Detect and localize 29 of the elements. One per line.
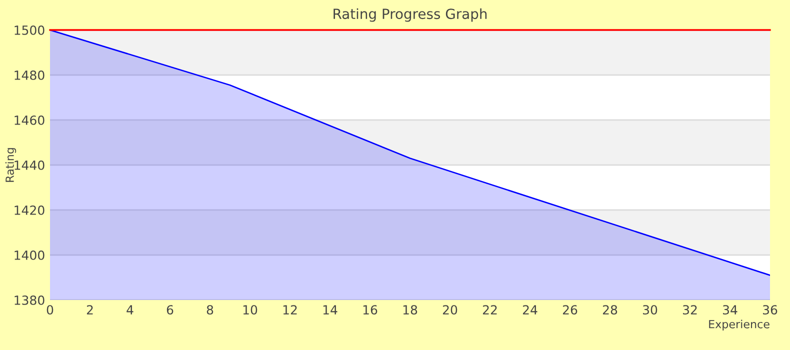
y-tick-label: 1480 [14,70,44,80]
y-tick-label: 1500 [14,25,44,35]
x-tick-label: 8 [206,305,214,315]
x-tick-label: 18 [403,305,418,315]
y-tick-label: 1440 [14,160,44,170]
y-axis-title: Rating [5,148,16,182]
x-tick-label: 6 [166,305,174,315]
x-tick-label: 14 [323,305,338,314]
x-tick-label: 22 [482,305,497,314]
x-tick-label: 32 [683,305,697,315]
y-tick-label: 1380 [14,295,44,305]
chart-title: Rating Progress Graph [334,8,487,22]
x-tick-label: 4 [126,305,134,314]
x-tick-label: 24 [522,305,538,314]
x-tick-label: 20 [442,305,458,315]
x-tick-label: 10 [243,305,258,315]
x-axis-title: Experience [709,320,770,330]
y-tick-label: 1420 [14,205,44,215]
x-tick-label: 36 [763,305,778,315]
x-tick-label: 12 [283,305,297,314]
x-tick-label: 28 [602,305,618,315]
x-tick-label: 2 [86,305,93,314]
x-tick-label: 30 [643,305,658,315]
x-tick-label: 0 [46,305,54,315]
x-tick-label: 16 [363,305,378,315]
x-tick-label: 26 [562,305,578,315]
y-tick-label: 1400 [14,250,44,260]
x-tick-label: 34 [723,305,738,315]
y-tick-label: 1460 [14,115,44,125]
